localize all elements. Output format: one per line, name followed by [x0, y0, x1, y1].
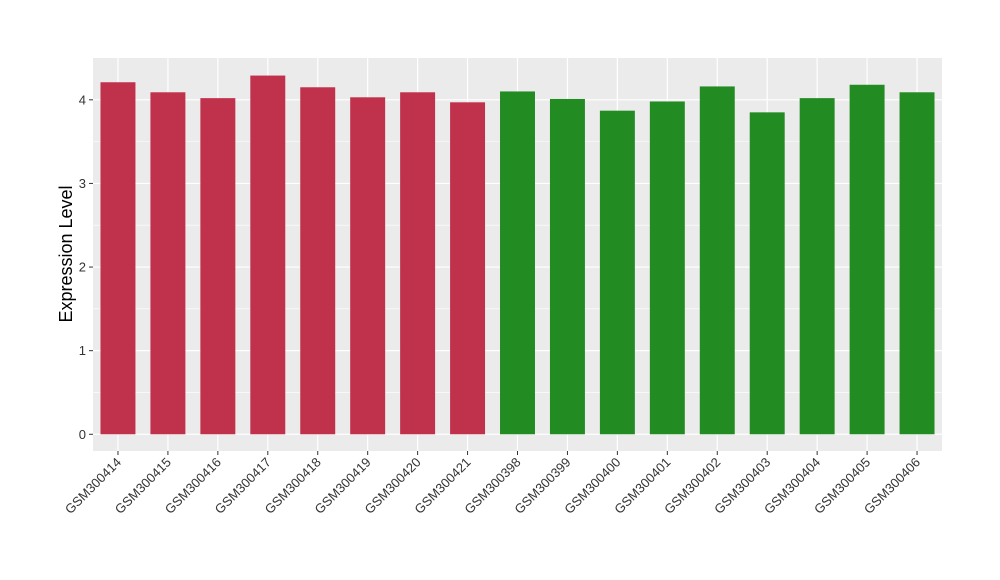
bar: [150, 92, 186, 435]
bar: [350, 97, 386, 435]
bar: [549, 98, 585, 435]
bars: [100, 75, 935, 435]
bar: [400, 92, 436, 435]
bar: [899, 92, 935, 435]
bar: [799, 98, 835, 435]
y-tick-label: 2: [79, 260, 86, 275]
bar: [100, 82, 136, 435]
x-axis: GSM300414GSM300415GSM300416GSM300417GSM3…: [62, 451, 923, 517]
y-tick-label: 0: [79, 427, 86, 442]
y-axis: 0 1 2 3 4: [79, 92, 93, 442]
bar: [450, 102, 486, 435]
y-tick-label: 1: [79, 343, 86, 358]
bar: [250, 75, 286, 435]
bar: [300, 87, 336, 435]
bar: [749, 112, 785, 435]
y-axis-title: Expression Level: [56, 185, 76, 322]
bar: [699, 86, 735, 435]
bar: [849, 84, 885, 435]
bar: [649, 101, 685, 435]
y-tick-label: 4: [79, 92, 86, 107]
bar: [200, 98, 236, 435]
bar: [500, 91, 535, 435]
bar: [599, 110, 635, 435]
y-tick-label: 3: [79, 176, 86, 191]
